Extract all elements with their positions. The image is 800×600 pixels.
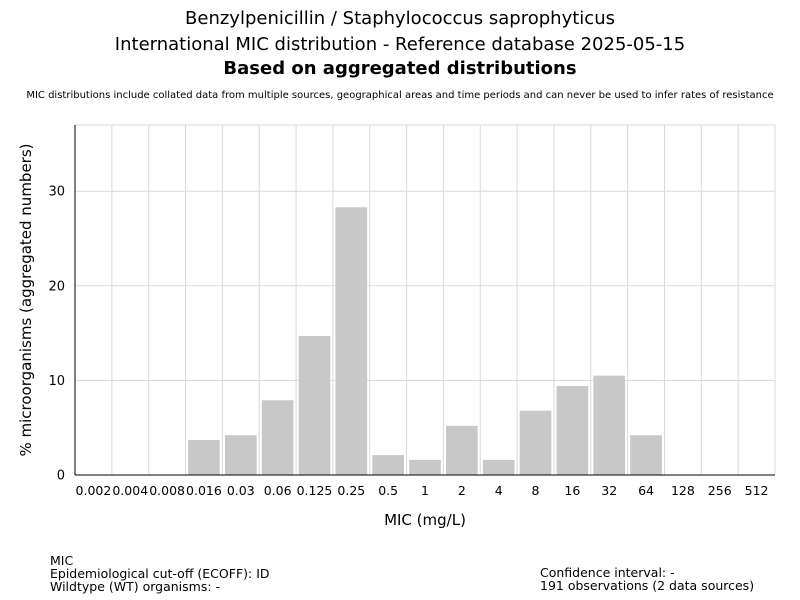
y-tick-label: 0 bbox=[57, 469, 65, 484]
x-tick-label: 128 bbox=[671, 483, 695, 498]
y-axis-title: % microorganisms (aggregated numbers) bbox=[17, 143, 35, 456]
x-tick-label: 16 bbox=[564, 483, 580, 498]
bar-2 bbox=[446, 425, 478, 475]
chart-subtitle: International MIC distribution - Referen… bbox=[114, 34, 686, 55]
x-tick-label: 512 bbox=[745, 483, 769, 498]
x-tick-label: 0.03 bbox=[227, 483, 255, 498]
x-tick-label: 1 bbox=[421, 483, 429, 498]
bar-32 bbox=[593, 375, 626, 475]
y-tick-label: 10 bbox=[48, 374, 65, 389]
disclaimer-note: MIC distributions include collated data … bbox=[26, 90, 774, 101]
x-tick-label: 256 bbox=[708, 483, 732, 498]
x-axis-title: MIC (mg/L) bbox=[384, 511, 466, 529]
bar-0.03 bbox=[224, 435, 257, 475]
bar-16 bbox=[556, 386, 589, 475]
x-tick-label: 0.008 bbox=[149, 483, 185, 498]
x-tick-label: 0.125 bbox=[297, 483, 333, 498]
bar-0.5 bbox=[372, 455, 404, 475]
chart-title: Benzylpenicillin / Staphylococcus saprop… bbox=[185, 8, 615, 29]
footer-wildtype: Wildtype (WT) organisms: - bbox=[50, 579, 221, 594]
bar-0.125 bbox=[298, 335, 331, 475]
x-tick-label: 64 bbox=[638, 483, 654, 498]
bar-8 bbox=[519, 410, 552, 475]
footer-mic-label: MIC bbox=[50, 553, 74, 568]
x-tick-label: 4 bbox=[495, 483, 503, 498]
bar-64 bbox=[630, 435, 662, 475]
x-tick-label: 0.016 bbox=[186, 483, 222, 498]
footer-left: MIC Epidemiological cut-off (ECOFF): ID … bbox=[50, 554, 270, 593]
y-tick-label: 20 bbox=[48, 279, 65, 294]
x-tick-label: 8 bbox=[532, 483, 540, 498]
footer-observations: 191 observations (2 data sources) bbox=[540, 578, 755, 593]
bar-0.016 bbox=[188, 440, 220, 475]
x-tick-label: 32 bbox=[601, 483, 617, 498]
bar-1 bbox=[409, 459, 441, 475]
x-tick-label: 0.06 bbox=[264, 483, 292, 498]
bar-0.25 bbox=[335, 207, 368, 475]
x-tick-label: 2 bbox=[458, 483, 466, 498]
x-tick-label: 0.5 bbox=[378, 483, 398, 498]
footer-ecoff: Epidemiological cut-off (ECOFF): ID bbox=[50, 566, 270, 581]
footer-right: Confidence interval: - 191 observations … bbox=[540, 566, 754, 592]
x-tick-label: 0.004 bbox=[112, 483, 148, 498]
chart-subtitle-bold: Based on aggregated distributions bbox=[223, 58, 577, 79]
bar-4 bbox=[482, 459, 515, 475]
x-tick-label: 0.002 bbox=[76, 483, 112, 498]
bar-0.06 bbox=[261, 400, 294, 475]
footer-confidence: Confidence interval: - bbox=[540, 565, 675, 580]
y-tick-label: 30 bbox=[48, 185, 65, 200]
x-tick-label: 0.25 bbox=[337, 483, 365, 498]
